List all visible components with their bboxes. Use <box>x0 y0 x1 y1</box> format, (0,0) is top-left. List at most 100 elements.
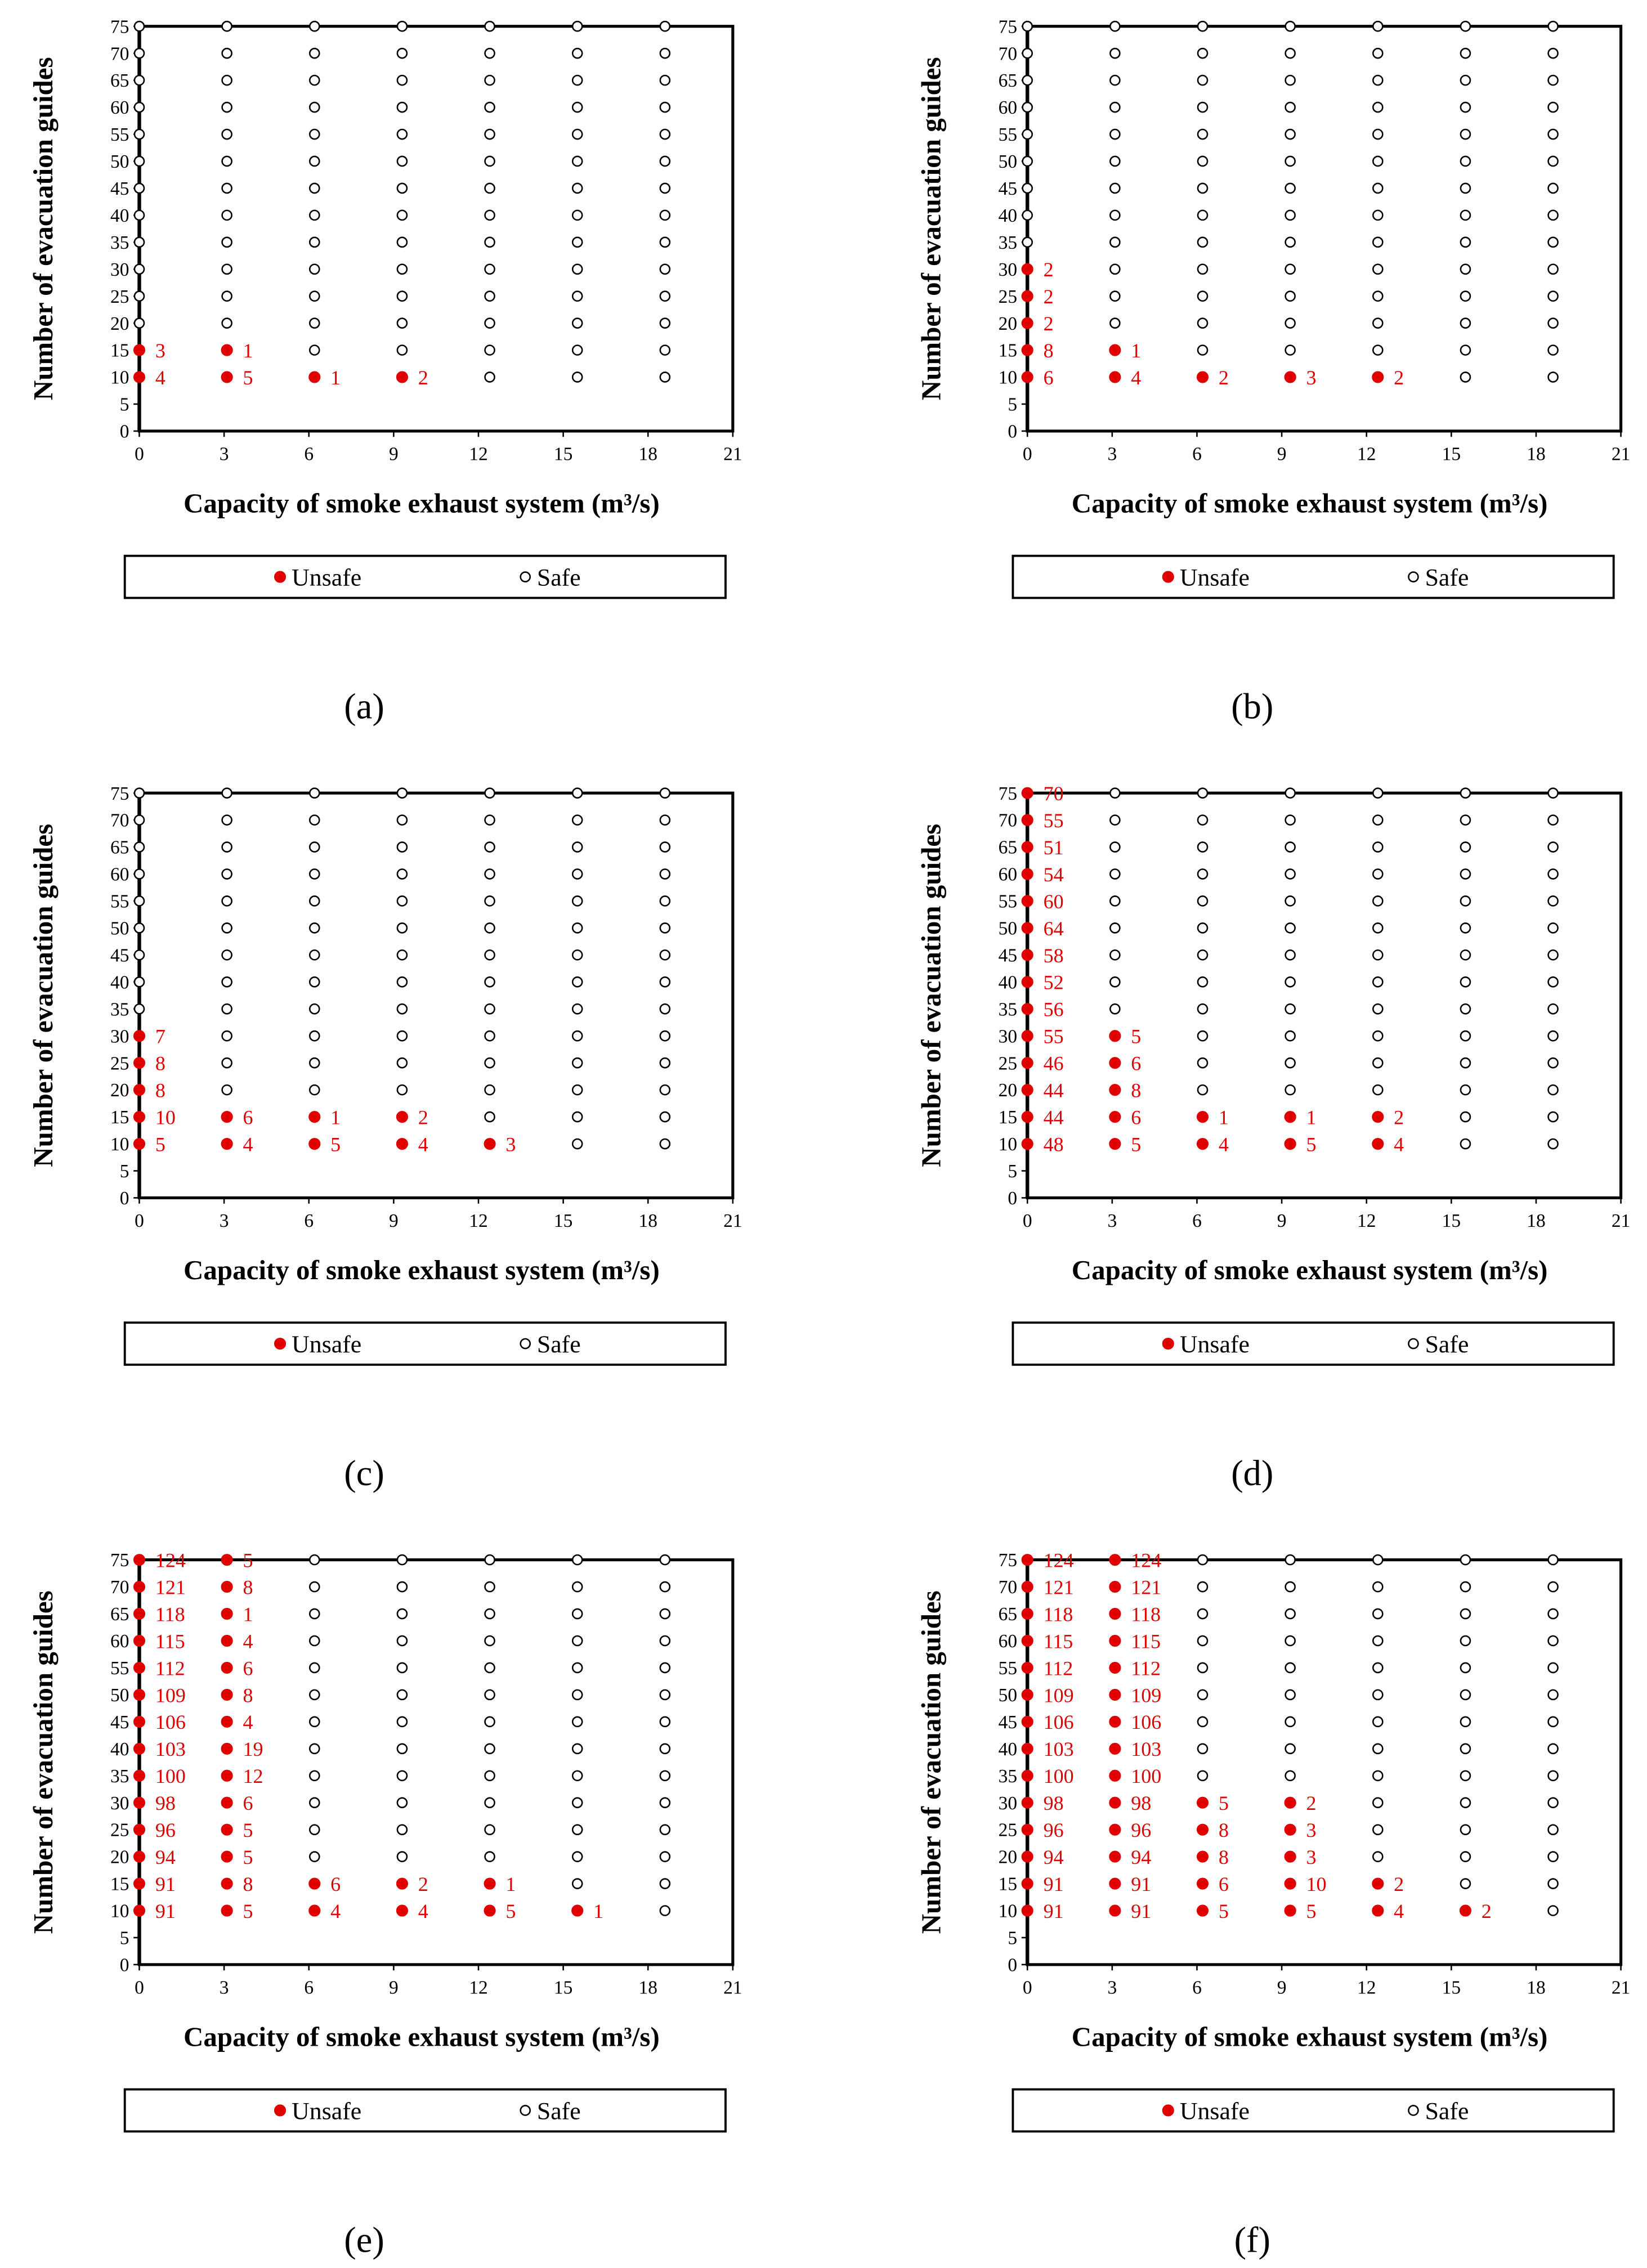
safe-point <box>396 814 408 826</box>
safe-point <box>571 1689 583 1701</box>
safe-point <box>221 976 232 988</box>
safe-point <box>1372 949 1384 961</box>
safe-point <box>1547 371 1559 383</box>
unsafe-point <box>133 1715 146 1728</box>
safe-point <box>1547 949 1559 961</box>
safe-point <box>659 1716 671 1728</box>
unsafe-point <box>133 1904 146 1917</box>
count-label: 94 <box>155 1846 176 1868</box>
y-tick-label: 15 <box>110 1107 129 1128</box>
safe-point <box>1547 1743 1559 1755</box>
safe-point <box>659 1635 671 1647</box>
safe-point <box>1197 101 1209 113</box>
safe-point <box>571 922 583 934</box>
safe-point <box>1372 841 1384 853</box>
y-tick-label: 70 <box>110 1577 129 1598</box>
safe-point <box>1460 1716 1471 1728</box>
legend-label: Safe <box>537 2097 581 2124</box>
count-label: 106 <box>155 1711 186 1733</box>
safe-point <box>221 182 232 194</box>
unsafe-point <box>1284 1111 1296 1123</box>
safe-point <box>1547 1797 1559 1808</box>
unsafe-point <box>133 1607 146 1620</box>
safe-point <box>308 182 320 194</box>
x-tick-label: 3 <box>220 1977 229 1998</box>
count-label: 1 <box>505 1873 516 1895</box>
unsafe-point <box>1459 1904 1472 1917</box>
safe-point <box>1109 814 1121 826</box>
safe-point <box>1109 20 1121 32</box>
safe-point <box>571 1716 583 1728</box>
safe-point <box>1460 263 1471 275</box>
y-tick-label: 50 <box>999 151 1017 172</box>
safe-point <box>1460 787 1471 799</box>
safe-point <box>1547 1716 1559 1728</box>
safe-point <box>1372 1030 1384 1042</box>
y-tick-label: 0 <box>120 1955 129 1975</box>
y-tick-label: 25 <box>110 286 129 307</box>
safe-point <box>396 949 408 961</box>
count-label: 58 <box>1044 944 1064 967</box>
count-label: 64 <box>1044 917 1064 940</box>
safe-point <box>1372 1770 1384 1782</box>
x-tick-label: 12 <box>1357 444 1376 465</box>
legend-marker <box>274 571 287 583</box>
safe-point <box>308 949 320 961</box>
safe-point <box>484 1797 495 1808</box>
safe-point <box>571 1797 583 1808</box>
safe-point <box>1460 128 1471 140</box>
count-label: 4 <box>1219 1133 1229 1155</box>
y-tick-label: 35 <box>999 999 1017 1020</box>
safe-point <box>308 1635 320 1647</box>
safe-point <box>659 1084 671 1096</box>
safe-point <box>571 1608 583 1620</box>
safe-point <box>1547 236 1559 248</box>
safe-point <box>221 787 232 799</box>
safe-point <box>221 20 232 32</box>
safe-point <box>308 1824 320 1835</box>
safe-point <box>396 1662 408 1674</box>
legend-marker <box>1162 2104 1174 2117</box>
safe-point <box>1460 101 1471 113</box>
safe-point <box>1109 949 1121 961</box>
panel-label: (e) <box>344 2220 384 2260</box>
y-tick-label: 75 <box>999 1550 1017 1571</box>
legend-label: Safe <box>537 1331 581 1358</box>
safe-point <box>308 155 320 167</box>
x-tick-label: 21 <box>1612 444 1631 465</box>
safe-point <box>1460 182 1471 194</box>
safe-point <box>1547 1554 1559 1566</box>
count-label: 6 <box>243 1106 253 1128</box>
safe-point <box>659 1030 671 1042</box>
unsafe-point <box>1372 1137 1384 1150</box>
y-tick-label: 20 <box>110 1080 129 1101</box>
unsafe-point <box>1109 1823 1121 1836</box>
safe-point <box>396 74 408 86</box>
safe-point <box>659 236 671 248</box>
unsafe-point <box>308 1111 321 1123</box>
safe-point <box>1547 1111 1559 1123</box>
legend-label: Unsafe <box>292 564 361 591</box>
safe-point <box>133 155 145 167</box>
unsafe-point <box>1109 1137 1121 1150</box>
safe-point <box>308 1770 320 1782</box>
safe-point <box>659 317 671 329</box>
legend-box <box>1012 1321 1615 1366</box>
safe-point <box>1285 1608 1296 1620</box>
x-tick-label: 21 <box>1612 1977 1631 1998</box>
count-label: 1 <box>593 1900 603 1922</box>
count-label: 8 <box>1219 1819 1229 1841</box>
safe-point <box>571 1824 583 1835</box>
safe-point <box>1547 1030 1559 1042</box>
y-tick-label: 25 <box>110 1820 129 1841</box>
x-tick-label: 21 <box>1612 1211 1631 1231</box>
count-label: 48 <box>1044 1133 1064 1155</box>
unsafe-point <box>1109 1715 1121 1728</box>
safe-point <box>484 182 495 194</box>
safe-point <box>1372 101 1384 113</box>
safe-point <box>308 1851 320 1862</box>
panel-label: (f) <box>1234 2220 1270 2260</box>
unsafe-point <box>221 1688 233 1701</box>
x-tick-label: 3 <box>1107 1211 1117 1231</box>
